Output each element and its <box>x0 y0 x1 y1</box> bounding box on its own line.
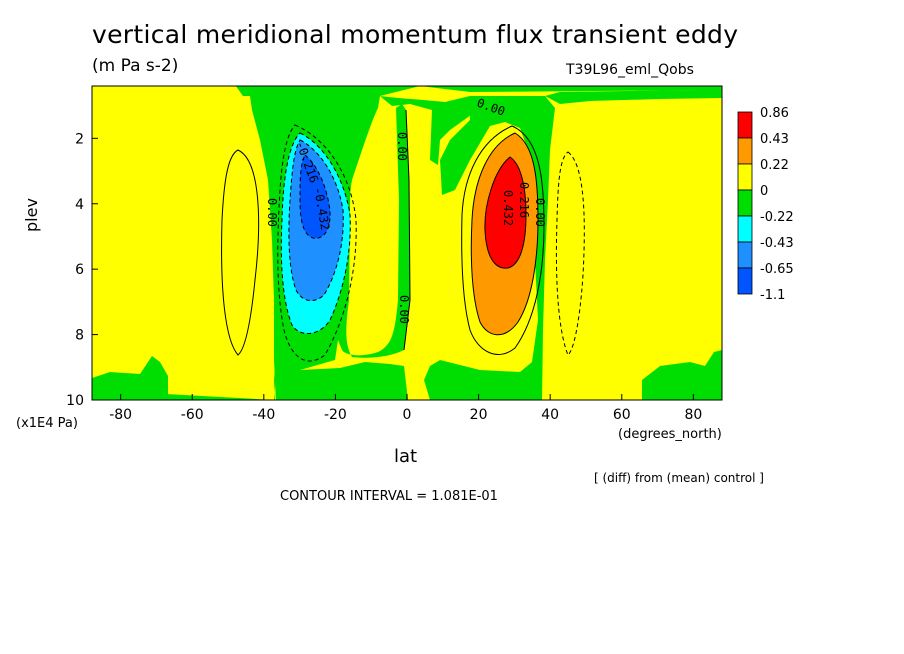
y-tick-label: 6 <box>75 262 84 278</box>
y-tick-label: 2 <box>75 131 84 147</box>
colorbar-swatch <box>737 267 753 295</box>
contour-interval-label: CONTOUR INTERVAL = 1.081E-01 <box>280 489 498 504</box>
x-tick-label: 80 <box>684 407 702 423</box>
colorbar-label: -0.65 <box>760 262 794 277</box>
colorbar-swatch <box>737 137 753 165</box>
colorbar-label: -1.1 <box>760 288 785 303</box>
x-tick-label: -80 <box>109 407 132 423</box>
contour-neg-3 <box>299 154 331 239</box>
contour-label: 0.216 <box>517 182 531 218</box>
contour-zero-center <box>403 109 411 351</box>
colorbar-label: 0.86 <box>760 106 789 121</box>
contour-north-thin <box>555 151 585 356</box>
x-axis-ticks: -80 -60 -40 -20 0 20 40 60 80 <box>109 394 702 423</box>
colorbar-label: -0.43 <box>760 236 794 251</box>
x-axis-label: lat <box>394 446 418 467</box>
fill-green-north-strip <box>545 86 722 104</box>
contour-label: 0.00 <box>265 198 279 227</box>
fill-blue-neg3 <box>300 155 331 239</box>
contour-label: 0.00 <box>533 198 547 227</box>
fill-green-corner-left <box>236 86 300 400</box>
contour-south-thin <box>221 149 260 356</box>
colorbar-swatch <box>737 215 753 243</box>
colorbar: 0.86 0.43 0.22 0 -0.22 -0.43 -0.65 -1.1 <box>737 106 794 303</box>
fill-red-pos2 <box>484 157 526 269</box>
colorbar-label: 0 <box>760 184 768 199</box>
contour-neg-2 <box>288 139 344 302</box>
contour-label: 0.00 <box>397 295 411 324</box>
fill-green-north-edge <box>642 350 722 400</box>
contour-neg-outer <box>277 124 357 362</box>
x-tick-label: -40 <box>252 407 275 423</box>
fill-green-south-edge <box>92 356 168 400</box>
fill-green-center-cap <box>380 96 478 165</box>
contour-label: 0.00 <box>395 132 409 161</box>
x-tick-label: 60 <box>613 407 631 423</box>
y-axis-ticks: 2 4 6 8 10 <box>66 131 98 409</box>
chart-title: vertical meridional momentum flux transi… <box>92 20 739 49</box>
contour-label: 0.432 <box>501 190 515 226</box>
chart-units: (m Pa s-2) <box>92 56 179 76</box>
x-tick-label: -20 <box>324 407 347 423</box>
fill-green-north-column <box>424 96 555 400</box>
y-tick-label: 4 <box>75 197 84 213</box>
x-tick-label: -60 <box>181 407 204 423</box>
y-tick-label: 10 <box>66 393 84 409</box>
x-tick-label: 0 <box>403 407 412 423</box>
colorbar-label: 0.43 <box>760 132 789 147</box>
x-axis-unit: (degrees_north) <box>618 427 722 442</box>
contour-pos-2 <box>484 156 527 269</box>
colorbar-swatch <box>737 189 753 217</box>
x-tick-label: 20 <box>470 407 488 423</box>
x-tick-label: 40 <box>541 407 559 423</box>
colorbar-label: 0.22 <box>760 158 789 173</box>
plot-area <box>92 86 722 400</box>
colorbar-swatch <box>737 241 753 269</box>
contour-pos-outer <box>461 125 545 355</box>
colorbar-swatch <box>737 111 753 139</box>
fill-green-south-lower <box>274 355 408 400</box>
run-id-label: T39L96_eml_Qobs <box>566 62 694 78</box>
contour-pos-1 <box>470 132 539 336</box>
y-axis-unit: (x1E4 Pa) <box>16 416 78 431</box>
y-tick-label: 8 <box>75 328 84 344</box>
contour-lines <box>221 109 585 362</box>
colorbar-swatch <box>737 163 753 191</box>
colorbar-label: -0.22 <box>760 210 794 225</box>
diff-note: [ (diff) from (mean) control ] <box>594 471 764 485</box>
